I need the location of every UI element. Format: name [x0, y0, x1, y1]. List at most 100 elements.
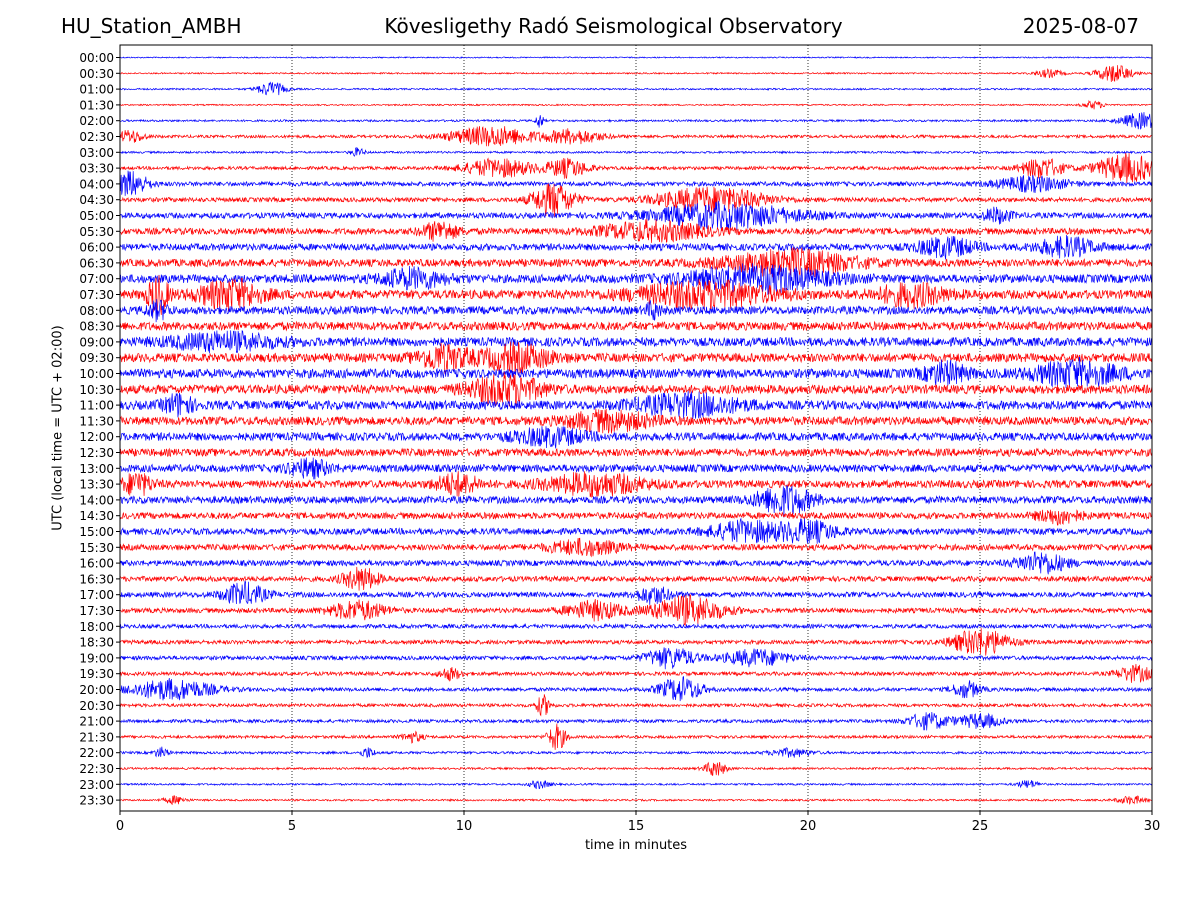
row-time-label: 15:00 [79, 525, 114, 539]
row-time-label: 00:00 [79, 51, 114, 65]
trace-row-1900 [119, 647, 1153, 670]
row-time-label: 13:30 [79, 478, 114, 492]
row-time-label: 03:30 [79, 162, 114, 176]
chart-title: Kövesligethy Radó Seismological Observat… [384, 14, 843, 38]
row-time-label: 06:30 [79, 256, 114, 270]
row-time-label: 00:30 [79, 67, 114, 81]
trace-row-1300 [119, 457, 1153, 480]
trace-row-0230 [119, 126, 1153, 147]
trace-row-0130 [119, 99, 1153, 110]
trace-row-1330 [119, 471, 1153, 498]
row-time-label: 17:30 [79, 604, 114, 618]
row-time-label: 12:30 [79, 446, 114, 460]
row-time-label: 04:30 [79, 193, 114, 207]
row-time-label: 05:00 [79, 209, 114, 223]
trace-row-1400 [119, 485, 1153, 518]
trace-row-1100 [119, 390, 1153, 420]
trace-row-2300 [119, 780, 1153, 790]
trace-row-2330 [119, 795, 1153, 806]
x-tick-label: 5 [288, 819, 296, 834]
row-time-label: 13:00 [79, 462, 114, 476]
row-time-label: 06:00 [79, 241, 114, 255]
trace-row-0400 [119, 170, 1153, 196]
row-time-label: 23:00 [79, 778, 114, 792]
row-time-label: 01:00 [79, 83, 114, 97]
row-time-label: 19:30 [79, 667, 114, 681]
station-name: HU_Station_AMBH [61, 14, 242, 38]
trace-row-2000 [119, 676, 1153, 702]
trace-row-0600 [119, 235, 1153, 260]
trace-layer [119, 56, 1153, 806]
row-time-label: 02:00 [79, 114, 114, 128]
trace-row-1830 [119, 628, 1153, 656]
row-time-label: 10:30 [79, 383, 114, 397]
row-time-label: 09:30 [79, 351, 114, 365]
trace-row-1230 [119, 447, 1153, 458]
trace-row-2200 [119, 746, 1153, 759]
trace-row-0200 [119, 112, 1153, 130]
trace-row-2100 [119, 712, 1153, 731]
row-time-label: 20:00 [79, 683, 114, 697]
trace-row-1630 [119, 566, 1153, 591]
row-time-label: 03:00 [79, 146, 114, 160]
x-tick-label: 20 [800, 819, 817, 834]
trace-row-1600 [119, 551, 1153, 575]
trace-row-0630 [119, 247, 1153, 278]
trace-row-0800 [119, 299, 1153, 323]
row-time-label: 12:00 [79, 430, 114, 444]
trace-row-1930 [119, 663, 1153, 683]
row-time-label: 21:00 [79, 715, 114, 729]
row-time-label: 08:30 [79, 320, 114, 334]
row-time-label: 19:00 [79, 651, 114, 665]
trace-row-0300 [119, 146, 1153, 157]
trace-row-0830 [119, 320, 1153, 332]
trace-row-0900 [119, 330, 1153, 354]
trace-row-1000 [119, 356, 1153, 389]
x-tick-label: 15 [628, 819, 645, 834]
row-time-label: 09:00 [79, 335, 114, 349]
row-time-label: 04:00 [79, 177, 114, 191]
trace-row-1800 [119, 623, 1153, 630]
trace-row-1730 [119, 593, 1153, 627]
y-axis-label: UTC (local time = UTC + 02:00) [50, 325, 66, 531]
row-time-label: 01:30 [79, 98, 114, 112]
chart-date: 2025-08-07 [1022, 14, 1139, 38]
trace-row-0430 [119, 183, 1153, 217]
row-time-label: 16:00 [79, 557, 114, 571]
row-time-label: 08:00 [79, 304, 114, 318]
row-time-label: 07:30 [79, 288, 114, 302]
row-time-label: 15:30 [79, 541, 114, 555]
x-tick-label: 0 [116, 819, 124, 834]
trace-row-1700 [119, 580, 1153, 605]
row-time-label: 17:00 [79, 588, 114, 602]
row-time-label: 20:30 [79, 699, 114, 713]
trace-row-1430 [119, 509, 1153, 526]
trace-row-1530 [119, 537, 1153, 558]
trace-row-0730 [119, 275, 1153, 315]
trace-row-2230 [119, 761, 1153, 777]
row-time-label: 05:30 [79, 225, 114, 239]
trace-row-2030 [119, 694, 1153, 717]
trace-row-0100 [119, 81, 1153, 96]
row-time-label: 07:00 [79, 272, 114, 286]
row-time-label: 22:00 [79, 746, 114, 760]
row-time-label: 18:30 [79, 636, 114, 650]
trace-row-0530 [119, 219, 1153, 243]
x-axis-label: time in minutes [584, 838, 688, 853]
row-time-label: 22:30 [79, 762, 114, 776]
x-tick-label: 25 [972, 819, 989, 834]
x-tick-label: 10 [456, 819, 473, 834]
row-time-label: 11:00 [79, 399, 114, 413]
trace-row-0700 [119, 263, 1153, 296]
trace-row-0500 [119, 200, 1153, 231]
row-time-label: 10:00 [79, 367, 114, 381]
x-tick-label: 30 [1144, 819, 1161, 834]
row-time-label: 16:30 [79, 572, 114, 586]
trace-row-0030 [119, 65, 1153, 83]
trace-row-0930 [119, 341, 1153, 375]
trace-row-1500 [119, 517, 1153, 544]
row-time-label: 23:30 [79, 794, 114, 808]
trace-row-1030 [119, 371, 1153, 407]
trace-row-0000 [119, 56, 1153, 59]
